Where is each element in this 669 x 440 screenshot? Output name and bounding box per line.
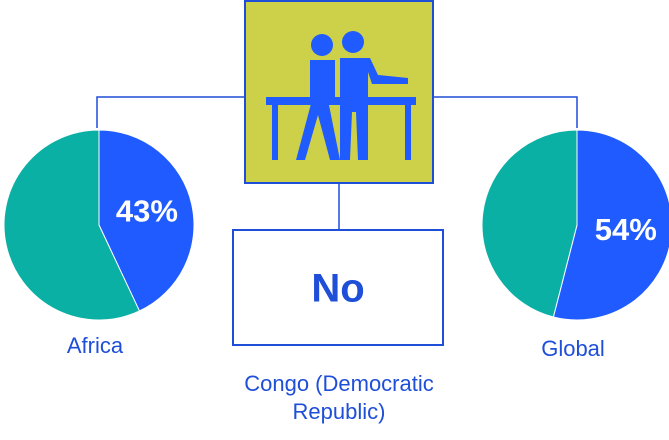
value-label: 54% — [595, 212, 657, 247]
pie-slice — [481, 129, 578, 318]
pie-title: Global — [541, 336, 605, 361]
value-label: 43% — [116, 194, 178, 229]
pie-slice — [98, 129, 195, 312]
connectors — [96, 96, 578, 230]
connector — [433, 96, 578, 128]
pie-slice — [552, 129, 669, 321]
answer: No — [311, 267, 364, 311]
pie-slice — [3, 129, 141, 321]
country-label: Congo (Democratic Republic) — [244, 371, 434, 424]
connector — [96, 96, 245, 128]
icon — [266, 31, 416, 160]
pie-title: Africa — [67, 333, 124, 358]
answer-box — [232, 229, 444, 346]
